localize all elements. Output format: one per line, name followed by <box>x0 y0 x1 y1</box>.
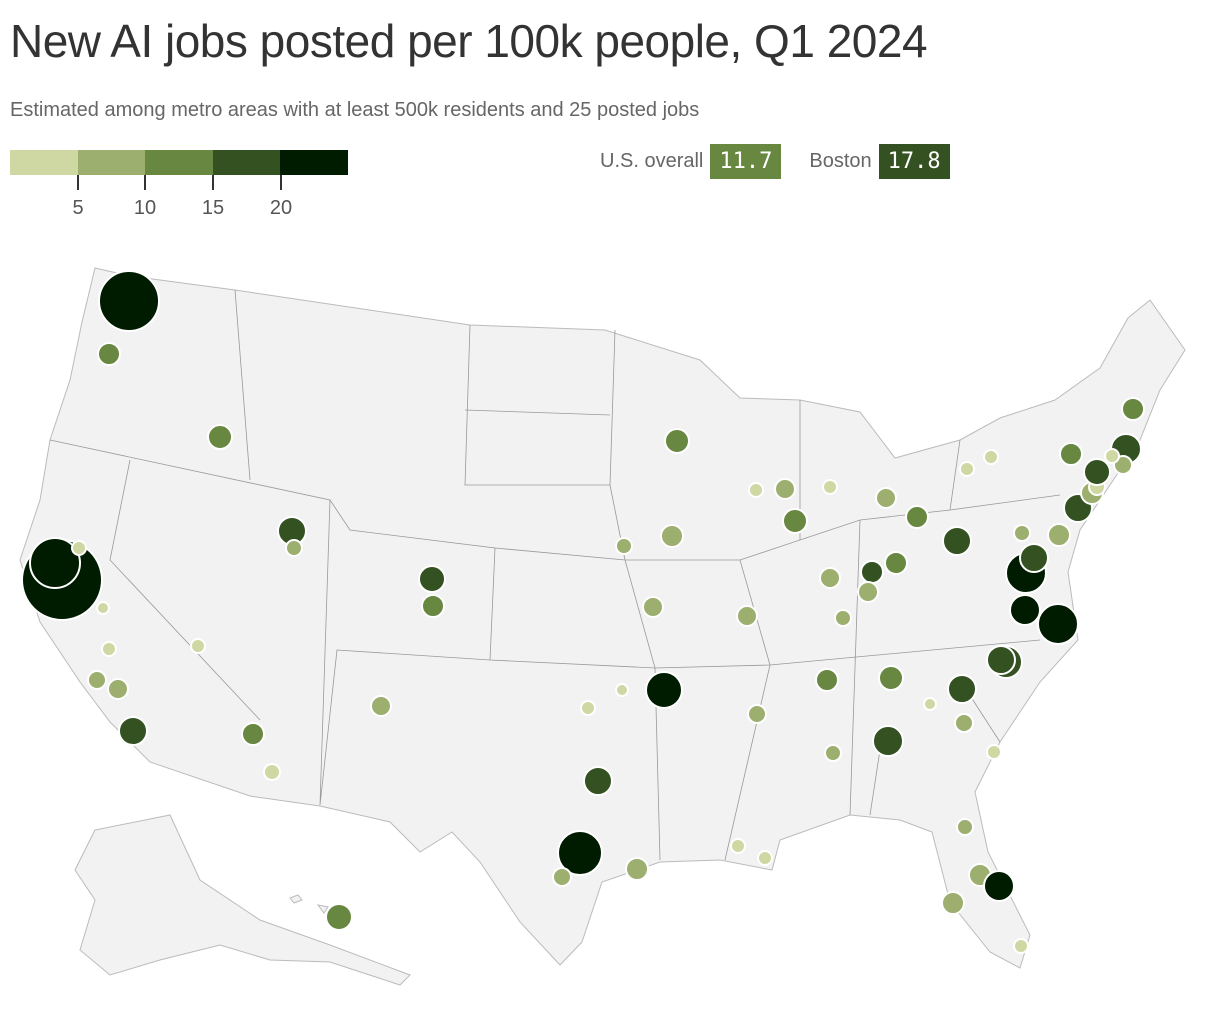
metro-bubble[interactable] <box>96 601 110 615</box>
us-overall-value: 11.7 <box>710 144 782 179</box>
metro-bubble[interactable] <box>87 670 107 690</box>
metro-bubble[interactable] <box>107 678 129 700</box>
metro-bubble[interactable] <box>625 857 649 881</box>
metro-bubble[interactable] <box>986 744 1002 760</box>
metro-bubble[interactable] <box>421 594 445 618</box>
summary-stats: U.S. overall 11.7 Boston 17.8 <box>600 144 978 179</box>
metro-bubble[interactable] <box>580 700 596 716</box>
legend-tick-label: 20 <box>269 197 293 219</box>
legend-tick-label: 5 <box>72 197 84 219</box>
metro-bubble[interactable] <box>860 560 884 584</box>
metro-bubble[interactable] <box>834 609 852 627</box>
legend-swatch <box>212 150 280 175</box>
metro-bubble[interactable] <box>857 581 879 603</box>
metro-bubble[interactable] <box>370 695 392 717</box>
metro-bubble[interactable] <box>959 461 975 477</box>
metro-bubble[interactable] <box>884 551 908 575</box>
metro-bubbles <box>21 270 1145 954</box>
metro-bubble[interactable] <box>557 830 603 876</box>
metro-bubble[interactable] <box>98 270 160 332</box>
metro-bubble[interactable] <box>645 671 683 709</box>
metro-bubble[interactable] <box>736 605 758 627</box>
metro-bubble[interactable] <box>263 763 281 781</box>
subtitle: Estimated among metro areas with at leas… <box>10 99 700 121</box>
page-title: New AI jobs posted per 100k people, Q1 2… <box>10 15 928 67</box>
metro-bubble[interactable] <box>101 641 117 657</box>
legend-swatch <box>145 150 213 175</box>
hawaii <box>289 894 329 914</box>
metro-bubble[interactable] <box>1083 458 1111 486</box>
metro-bubble[interactable] <box>1019 543 1049 573</box>
metro-bubble[interactable] <box>285 539 303 557</box>
metro-bubble[interactable] <box>664 428 690 454</box>
metro-bubble[interactable] <box>642 596 664 618</box>
metro-bubble[interactable] <box>1013 524 1031 542</box>
state-borders <box>49 289 1061 861</box>
metro-bubble[interactable] <box>1059 442 1083 466</box>
metro-bubble[interactable] <box>986 645 1016 675</box>
boston-value: 17.8 <box>878 144 950 179</box>
legend-swatch <box>77 150 145 175</box>
metro-bubble[interactable] <box>956 818 974 836</box>
legend-swatch <box>280 150 348 175</box>
us-overall-label: U.S. overall <box>600 150 704 172</box>
contiguous-us <box>19 267 1186 969</box>
metro-bubble[interactable] <box>983 870 1015 902</box>
metro-bubble[interactable] <box>941 891 965 915</box>
legend-swatch <box>10 150 78 175</box>
metro-bubble[interactable] <box>583 766 613 796</box>
metro-bubble[interactable] <box>71 540 87 556</box>
legend-tick <box>212 175 214 190</box>
metro-bubble[interactable] <box>615 537 633 555</box>
metro-bubble[interactable] <box>418 565 446 593</box>
legend-tick-label: 10 <box>133 197 157 219</box>
metro-bubble[interactable] <box>757 850 773 866</box>
land <box>19 267 1186 986</box>
metro-bubble[interactable] <box>748 482 764 498</box>
metro-bubble[interactable] <box>207 424 233 450</box>
metro-bubble[interactable] <box>947 674 977 704</box>
metro-bubble[interactable] <box>552 867 572 887</box>
metro-bubble[interactable] <box>905 505 929 529</box>
metro-bubble[interactable] <box>822 479 838 495</box>
metro-bubble[interactable] <box>730 838 746 854</box>
metro-bubble[interactable] <box>954 713 974 733</box>
metro-bubble[interactable] <box>97 342 121 366</box>
metro-bubble[interactable] <box>1009 594 1041 626</box>
metro-bubble[interactable] <box>774 478 796 500</box>
metro-bubble[interactable] <box>615 683 629 697</box>
metro-bubble[interactable] <box>1047 523 1071 547</box>
metro-bubble[interactable] <box>875 487 897 509</box>
metro-bubble[interactable] <box>983 449 999 465</box>
metro-bubble[interactable] <box>190 638 206 654</box>
metro-bubble[interactable] <box>1121 397 1145 421</box>
legend-tick-label: 15 <box>201 197 225 219</box>
legend-tick <box>280 175 282 190</box>
metro-bubble[interactable] <box>942 526 972 556</box>
metro-bubble[interactable] <box>29 537 81 589</box>
metro-bubble[interactable] <box>824 744 842 762</box>
metro-bubble[interactable] <box>819 567 841 589</box>
metro-bubble[interactable] <box>1013 938 1029 954</box>
metro-bubble[interactable] <box>325 903 353 931</box>
metro-bubble[interactable] <box>878 665 904 691</box>
metro-bubble[interactable] <box>872 725 904 757</box>
metro-bubble[interactable] <box>747 704 767 724</box>
metro-bubble[interactable] <box>241 722 265 746</box>
color-legend: 5 10 15 20 <box>10 150 348 225</box>
metro-bubble[interactable] <box>782 508 808 534</box>
metro-bubble[interactable] <box>1104 448 1120 464</box>
boston-label: Boston <box>809 150 872 172</box>
legend-tick <box>144 175 146 190</box>
legend-tick <box>77 175 79 190</box>
metro-bubble[interactable] <box>118 716 148 746</box>
metro-bubble[interactable] <box>815 668 839 692</box>
metro-bubble[interactable] <box>923 697 937 711</box>
alaska <box>74 814 411 986</box>
metro-bubble[interactable] <box>1037 603 1079 645</box>
metro-bubble[interactable] <box>660 524 684 548</box>
